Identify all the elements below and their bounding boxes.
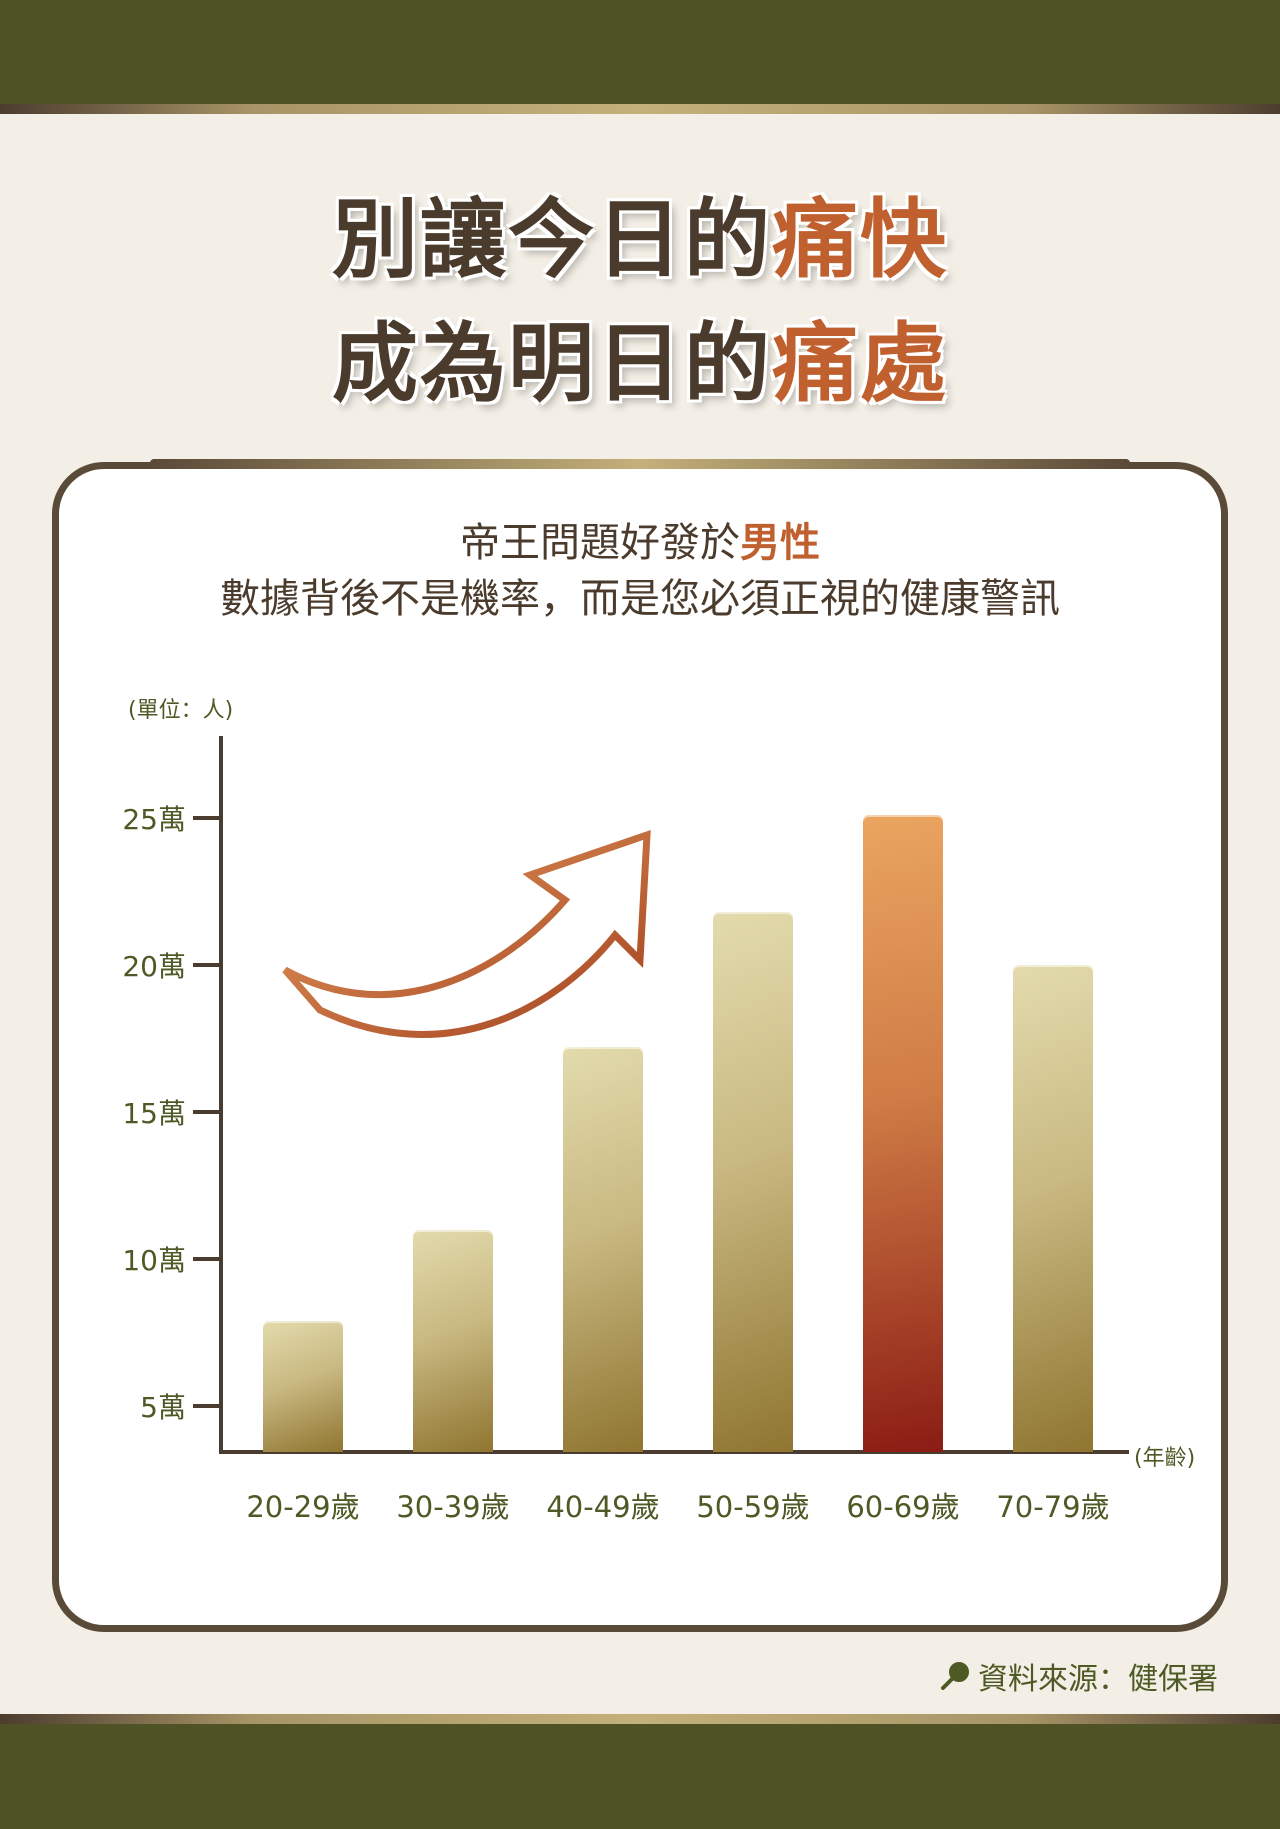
y-tick-label: 15萬 [122,1097,186,1130]
y-tick [193,1404,221,1408]
y-axis-unit: (單位：人) [128,698,234,723]
x-tick-label: 60-69歲 [846,1490,960,1524]
card-gold-accent [150,459,1130,469]
bar-60-69歲 [863,815,943,1452]
x-tick-label: 50-59歲 [696,1490,810,1524]
y-tick [193,1257,221,1261]
y-axis [219,736,223,1454]
bottom-band [0,1724,1280,1829]
trend-arrow-icon [282,830,651,1038]
chart-title-accent: 男性 [740,520,820,566]
x-axis [219,1450,1129,1454]
bar-70-79歲 [1013,965,1093,1452]
data-source: 資料來源：健保署 [940,1654,1218,1698]
data-source-text: 資料來源：健保署 [978,1662,1218,1697]
chart-subtitle: 數據背後不是機率，而是您必須正視的健康警訊 [220,576,1060,622]
top-gold-line [0,104,1280,114]
y-tick-label: 25萬 [122,803,186,836]
headline: 別讓今日的痛快 成為明日的痛處 [0,178,1280,426]
headline-line-1: 別讓今日的痛快 [332,189,948,290]
y-tick [193,1110,221,1114]
headline-accent-2: 痛處 [772,313,948,414]
magnifier-icon [941,1662,969,1690]
bar-20-29歲 [263,1320,343,1452]
y-tick-label: 20萬 [122,950,186,983]
x-tick-label: 20-29歲 [246,1490,360,1524]
y-tick [193,816,221,820]
chart-title: 帝王問題好發於男性 [460,520,820,566]
y-tick-label: 10萬 [122,1244,186,1277]
x-tick-label: 70-79歲 [996,1490,1110,1524]
y-tick-label: 5萬 [140,1391,186,1424]
bar-30-39歲 [413,1229,493,1452]
top-band [0,0,1280,104]
bar-40-49歲 [563,1047,643,1452]
x-tick-label: 40-49歲 [546,1490,660,1524]
headline-line-2: 成為明日的痛處 [332,313,948,414]
headline-accent-1: 痛快 [772,189,948,290]
y-tick [193,963,221,967]
x-tick-label: 30-39歲 [396,1490,510,1524]
bar-50-59歲 [713,912,793,1452]
x-axis-unit: (年齡) [1134,1446,1196,1471]
bottom-gold-line [0,1714,1280,1724]
